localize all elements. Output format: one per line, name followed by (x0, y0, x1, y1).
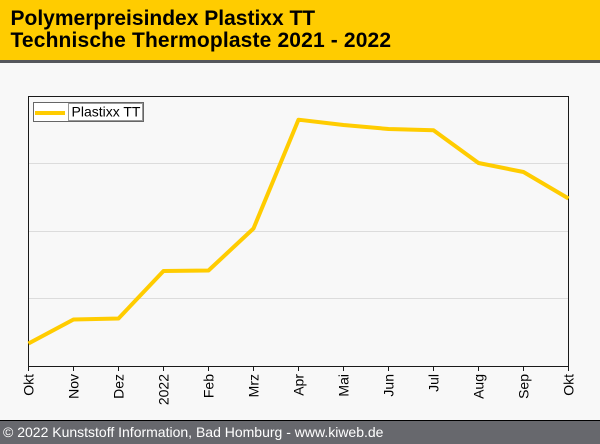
svg-text:Mrz: Mrz (245, 374, 261, 397)
svg-text:Sep: Sep (515, 374, 531, 399)
svg-text:Jul: Jul (425, 374, 441, 392)
svg-text:Jun: Jun (380, 374, 396, 397)
svg-text:Dez: Dez (110, 374, 126, 399)
svg-text:Feb: Feb (200, 374, 216, 398)
svg-text:Aug: Aug (470, 374, 486, 399)
svg-text:Mai: Mai (335, 374, 351, 397)
svg-text:Okt: Okt (20, 374, 36, 396)
svg-text:Nov: Nov (65, 374, 81, 399)
svg-text:Apr: Apr (290, 374, 306, 396)
svg-text:2022: 2022 (155, 374, 171, 405)
svg-text:Okt: Okt (560, 374, 576, 396)
svg-text:Plastixx TT: Plastixx TT (72, 104, 141, 120)
